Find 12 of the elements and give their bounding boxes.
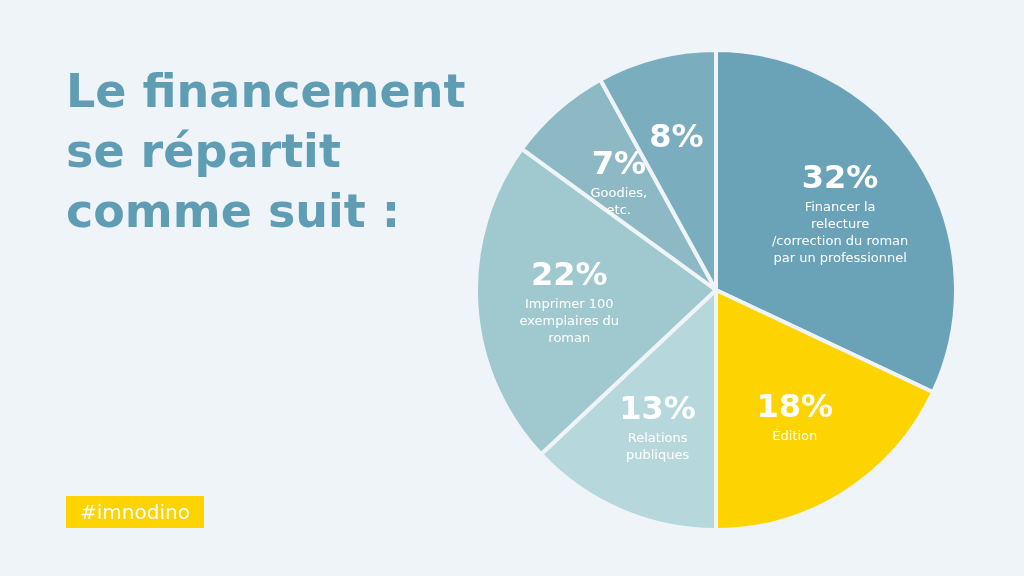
data-label: 32% [801, 158, 879, 197]
data-label: 22% [530, 254, 608, 293]
slice-label: Imprimer 100 exemplaires du roman [519, 295, 620, 345]
data-label: 8% [649, 117, 704, 155]
slice-label: Relations publiques [626, 429, 690, 462]
data-label: 7% [591, 143, 646, 182]
text: #imnodino [66, 496, 204, 528]
slice-label: Financer la relecture /correction du roman par un professionnel [771, 199, 909, 266]
data-label: 13% [619, 388, 696, 427]
slice-label: Édition [772, 427, 818, 443]
text: Le financement se répartit comme suit : [66, 63, 467, 240]
data-label: 18% [756, 386, 834, 425]
